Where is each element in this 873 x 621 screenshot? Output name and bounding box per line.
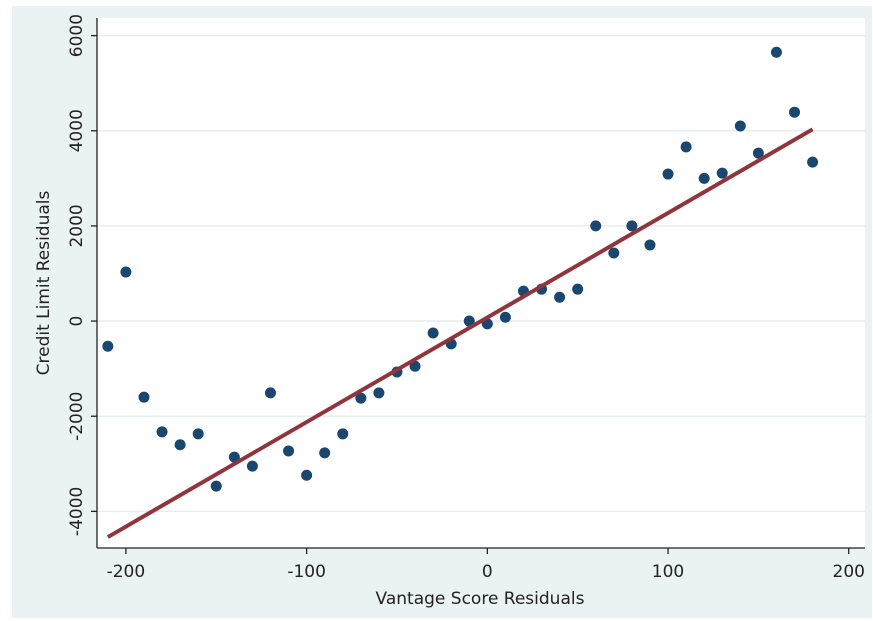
y-axis-label: Credit Limit Residuals [34, 190, 54, 375]
y-tick-label: 6000 [67, 14, 87, 57]
point [770, 46, 782, 58]
point [319, 447, 331, 459]
point [156, 426, 168, 438]
point [192, 428, 204, 440]
point [138, 391, 150, 403]
point [427, 327, 439, 339]
y-tick-label: -4000 [67, 487, 87, 536]
y-tick-label: 4000 [67, 109, 87, 152]
point [572, 283, 584, 295]
x-tick-label: 0 [482, 562, 493, 582]
point [662, 168, 674, 180]
point [337, 428, 349, 440]
point [264, 387, 276, 399]
plot-area [97, 18, 865, 548]
point [626, 220, 638, 232]
point [554, 291, 566, 303]
point [807, 156, 819, 168]
point [499, 311, 511, 323]
x-axis-label: Vantage Score Residuals [376, 589, 585, 609]
x-tick-label: 100 [652, 562, 684, 582]
point [734, 120, 746, 132]
point [698, 172, 710, 184]
point [301, 469, 313, 481]
y-tick-label: 0 [67, 316, 87, 327]
fit-line [106, 127, 814, 539]
y-tick-label: 2000 [67, 204, 87, 247]
point [644, 239, 656, 251]
point [608, 247, 620, 259]
point [355, 392, 367, 404]
point [373, 387, 385, 399]
point [590, 220, 602, 232]
x-tick-label: -100 [287, 562, 326, 582]
point [210, 480, 222, 492]
point [120, 266, 132, 278]
y-tick-label: -2000 [67, 392, 87, 441]
point [174, 439, 186, 451]
point [789, 106, 801, 118]
x-tick-label: 200 [833, 562, 865, 582]
point [102, 340, 114, 352]
point [752, 147, 764, 159]
point [463, 315, 475, 327]
x-tick-label: -200 [107, 562, 146, 582]
point [409, 360, 421, 372]
point [246, 460, 258, 472]
point [283, 445, 295, 457]
point [680, 141, 692, 153]
point [716, 167, 728, 179]
point [228, 451, 240, 463]
